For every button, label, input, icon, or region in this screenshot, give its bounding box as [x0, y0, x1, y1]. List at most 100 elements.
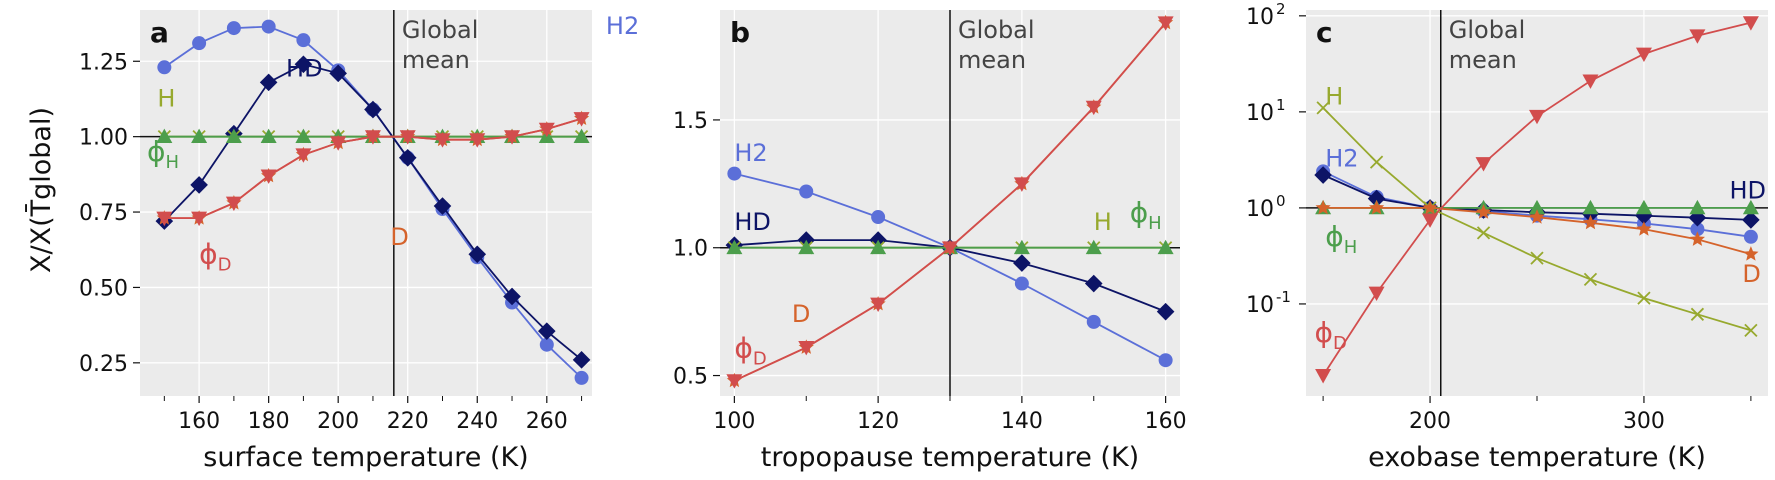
- series-phi_D: ϕD: [156, 112, 590, 275]
- data-point: [1529, 109, 1545, 125]
- x-tick-label: 220: [387, 409, 429, 434]
- data-point: [573, 128, 590, 144]
- data-point: [295, 148, 312, 163]
- y-tick-label: 10: [1246, 293, 1274, 318]
- series-label: HD: [1730, 177, 1767, 205]
- global-mean-label: mean: [1449, 46, 1517, 74]
- data-point: [870, 239, 887, 255]
- series-label: H: [157, 85, 175, 113]
- data-point: [1529, 209, 1545, 224]
- data-point: [1582, 199, 1599, 215]
- series-label: ϕD: [199, 237, 231, 275]
- data-point: [434, 133, 451, 148]
- data-point: [398, 148, 417, 167]
- x-tick-label: 200: [317, 409, 359, 434]
- x-tick-label: 260: [526, 409, 568, 434]
- y-tick-label: 10: [1246, 197, 1274, 222]
- data-point: [798, 341, 815, 356]
- data-point: [1368, 286, 1385, 301]
- y-tick-label: 1.25: [79, 50, 128, 75]
- data-point: [572, 351, 591, 369]
- data-point: [1582, 214, 1599, 230]
- y-tick-label: 1.0: [673, 237, 708, 262]
- y-tick-label: 1.00: [79, 126, 128, 151]
- data-point: [1367, 189, 1386, 208]
- data-point: [294, 55, 313, 74]
- data-point: [399, 130, 416, 145]
- series-label: D: [792, 300, 810, 328]
- y-tick-exponent: 0: [1276, 192, 1286, 210]
- data-point: [1743, 246, 1759, 261]
- data-point: [295, 128, 312, 144]
- data-point: [727, 166, 742, 181]
- y-tick-label: 0.75: [79, 201, 128, 226]
- data-point: [942, 241, 958, 256]
- data-point: [191, 128, 208, 144]
- data-point: [1742, 211, 1760, 229]
- data-point: [1689, 231, 1705, 246]
- data-point: [1475, 157, 1492, 172]
- data-point: [329, 64, 347, 83]
- data-point: [1315, 199, 1331, 215]
- data-point: [364, 130, 381, 145]
- panel-a: 160 180 200 220 240 260 0.25 0.50 0.75 1.00 1.25 Gl…: [79, 10, 639, 473]
- y-tick-label: 10: [1246, 101, 1274, 126]
- data-point: [1635, 47, 1652, 63]
- data-point: [1690, 222, 1705, 237]
- series-label: H2: [1325, 144, 1358, 172]
- data-point: [157, 60, 172, 75]
- y-tick-label: 0.5: [673, 365, 708, 390]
- series-label: H2: [606, 12, 639, 40]
- x-axis-label: surface temperature (K): [203, 442, 528, 473]
- x-tick-label: 300: [1623, 409, 1665, 434]
- data-point: [1529, 199, 1545, 215]
- series-label: HD: [286, 54, 323, 82]
- x-tick-label: 100: [713, 409, 755, 434]
- data-point: [1157, 239, 1174, 255]
- data-point: [1316, 101, 1330, 115]
- data-point: [1475, 204, 1492, 219]
- data-point: [573, 112, 590, 127]
- y-tick-label: 0.25: [79, 352, 128, 377]
- data-point: [871, 210, 886, 225]
- series-label: ϕD: [1315, 316, 1347, 354]
- global-mean-label: Global: [958, 16, 1035, 44]
- data-point: [1422, 199, 1438, 215]
- data-point: [1369, 155, 1384, 169]
- data-point: [1422, 213, 1439, 228]
- data-point: [1014, 276, 1029, 291]
- series-phi_D: ϕD: [1315, 16, 1759, 384]
- data-point: [1583, 272, 1598, 287]
- data-point: [225, 196, 242, 211]
- data-point: [1085, 100, 1102, 116]
- x-axis-label: exobase temperature (K): [1368, 442, 1706, 473]
- series-label: H: [1094, 208, 1112, 236]
- data-point: [1084, 274, 1103, 293]
- data-point: [1689, 29, 1706, 44]
- panel-letter: a: [150, 16, 169, 49]
- x-tick-label: 200: [1409, 409, 1451, 434]
- data-point: [1157, 16, 1174, 31]
- data-point: [226, 21, 241, 36]
- panel-letter: c: [1316, 16, 1333, 49]
- data-point: [156, 211, 173, 227]
- y-tick-label: 1.5: [673, 109, 708, 134]
- data-point: [1635, 199, 1652, 215]
- data-point: [538, 122, 555, 138]
- y-axis-label: X/X(T̄global): [25, 107, 57, 273]
- x-tick-label: 160: [1145, 409, 1187, 434]
- data-point: [1743, 229, 1758, 244]
- data-point: [798, 239, 815, 255]
- data-point: [1369, 199, 1385, 215]
- data-point: [539, 337, 554, 352]
- data-point: [1744, 323, 1758, 338]
- data-point: [330, 136, 347, 151]
- y-tick-exponent: 2: [1276, 0, 1286, 18]
- x-tick-label: 120: [857, 409, 899, 434]
- series-label: H2: [734, 139, 767, 167]
- series-D: D: [1315, 199, 1761, 288]
- global-mean-label: Global: [402, 16, 479, 44]
